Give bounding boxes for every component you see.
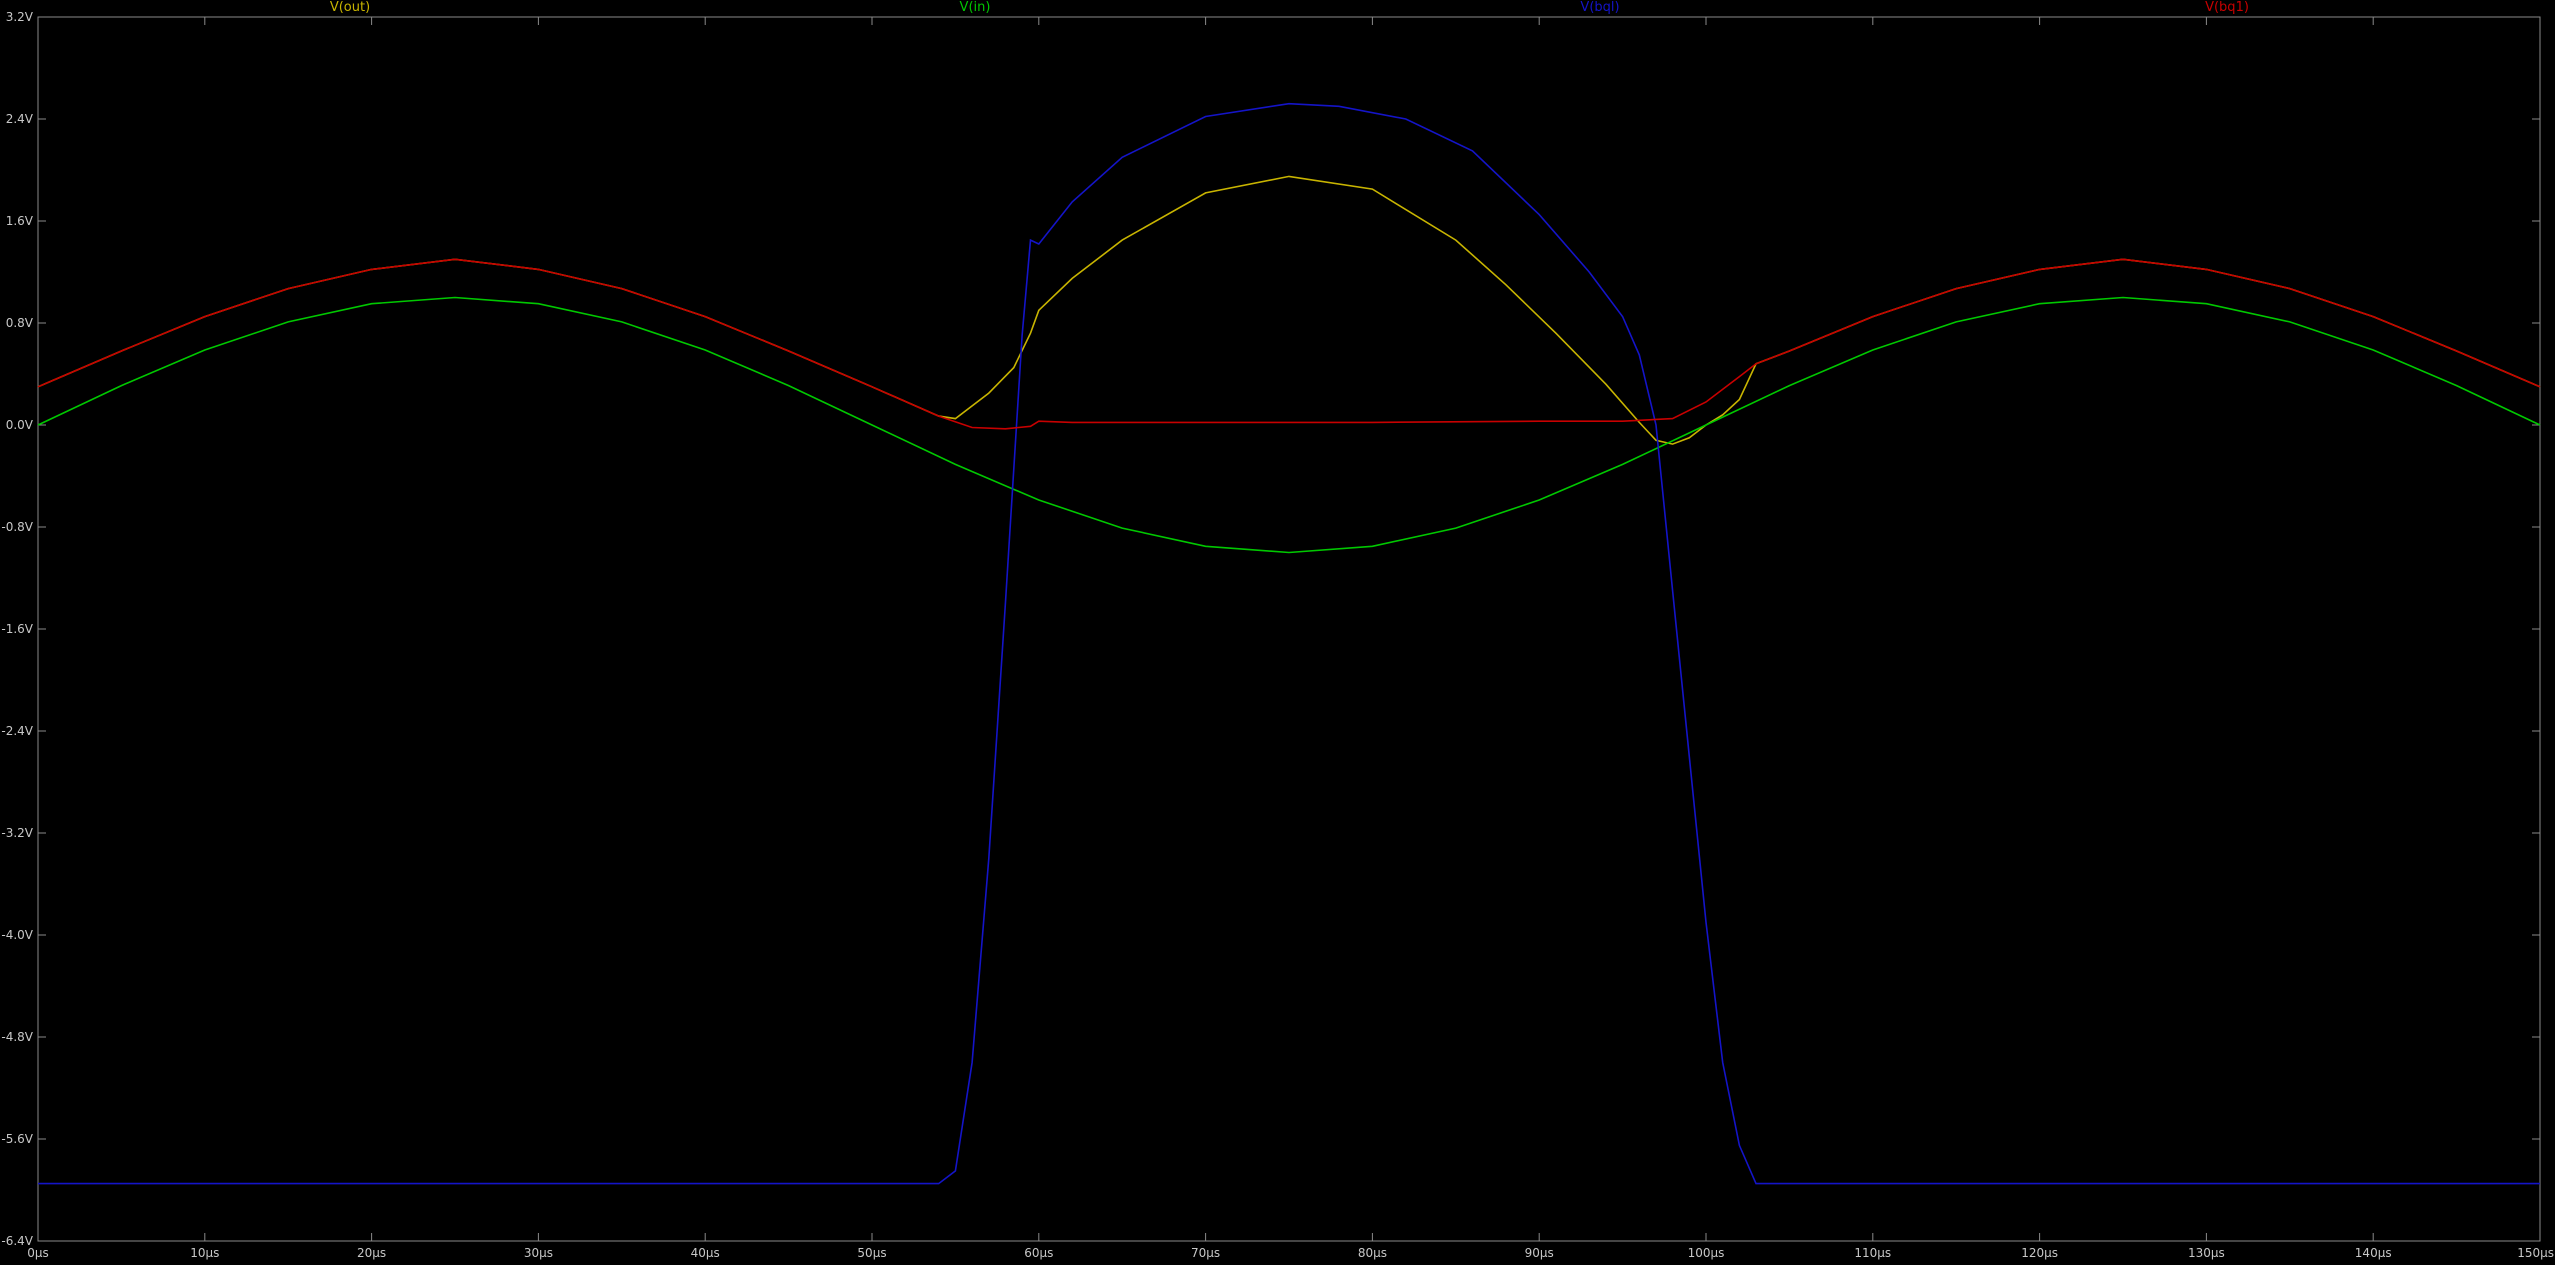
x-tick-label: 0µs <box>27 1246 49 1260</box>
y-tick-label: 2.4V <box>6 112 34 126</box>
x-tick-label: 130µs <box>2188 1246 2225 1260</box>
legend-entry-v-bql[interactable]: V(bql) <box>1580 0 1619 15</box>
x-tick-label: 90µs <box>1525 1246 1554 1260</box>
legend-entry-v-in[interactable]: V(in) <box>960 0 991 15</box>
y-tick-label: 0.8V <box>6 316 34 330</box>
y-tick-label: -5.6V <box>1 1132 33 1146</box>
y-tick-label: -4.8V <box>1 1030 33 1044</box>
x-tick-label: 30µs <box>524 1246 553 1260</box>
traces <box>37 102 2541 1185</box>
y-tick-label: -4.0V <box>1 928 33 942</box>
x-tick-label: 100µs <box>1688 1246 1725 1260</box>
series-line-v-bq1 <box>37 258 2541 430</box>
x-tick-label: 70µs <box>1191 1246 1220 1260</box>
y-tick-label: -2.4V <box>1 724 33 738</box>
y-tick-label: 3.2V <box>6 10 34 24</box>
series-line-v-bql <box>38 102 2540 1185</box>
x-tick-label: 40µs <box>691 1246 720 1260</box>
series-line-v-in <box>37 296 2541 554</box>
legend-entry-v-bq1[interactable]: V(bq1) <box>2205 0 2249 15</box>
y-tick-label: -3.2V <box>1 826 33 840</box>
x-tick-label: 110µs <box>1854 1246 1891 1260</box>
x-tick-label: 20µs <box>357 1246 386 1260</box>
y-tick-label: 0.0V <box>6 418 34 432</box>
x-tick-label: 120µs <box>2021 1246 2058 1260</box>
x-tick-label: 50µs <box>857 1246 886 1260</box>
x-tick-label: 150µs <box>2517 1246 2554 1260</box>
x-tick-label: 10µs <box>190 1246 219 1260</box>
y-tick-label: -0.8V <box>1 520 33 534</box>
y-tick-label: 1.6V <box>6 214 34 228</box>
legend: V(out) V(in) V(bql) V(bq1) <box>330 0 2249 15</box>
x-tick-label: 60µs <box>1024 1246 1053 1260</box>
legend-entry-v-out[interactable]: V(out) <box>330 0 370 15</box>
axis-labels: 3.2V 2.4V 1.6V 0.8V 0.0V -0.8V -1.6V -2.4V -3.2V… <box>1 10 2554 1260</box>
x-tick-label: 80µs <box>1358 1246 1387 1260</box>
x-tick-label: 140µs <box>2355 1246 2392 1260</box>
y-tick-label: -1.6V <box>1 622 33 636</box>
y-tick-label: -6.4V <box>1 1234 33 1248</box>
